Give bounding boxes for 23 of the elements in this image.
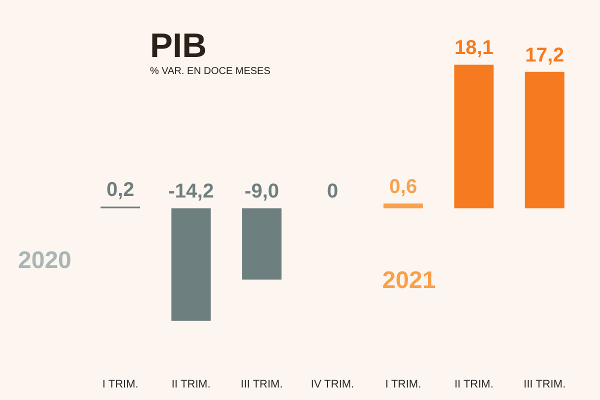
x-tick-label: III TRIM. — [240, 378, 283, 390]
data-label: -14,2 — [168, 180, 214, 203]
bar — [242, 208, 282, 280]
x-tick-label: II TRIM. — [454, 378, 494, 390]
data-label: 0,2 — [106, 179, 134, 202]
x-tick-label: IV TRIM. — [310, 378, 354, 390]
bar — [383, 203, 423, 208]
data-label: 17,2 — [525, 44, 564, 66]
chart-subtitle: % VAR. EN DOCE MESES — [150, 66, 270, 78]
bar — [524, 72, 564, 208]
data-label: -9,0 — [244, 180, 280, 203]
chart-title: PIB — [150, 27, 207, 65]
x-tick-label: III TRIM. — [524, 378, 566, 390]
data-label: 18,1 — [454, 37, 494, 60]
x-tick-label: I TRIM. — [102, 378, 138, 390]
annotation: 2021 — [382, 267, 436, 294]
data-label: 0 — [326, 180, 338, 203]
bar — [171, 208, 211, 321]
x-tick-label: II TRIM. — [172, 378, 211, 390]
data-label: 0,6 — [389, 176, 418, 198]
x-tick-label: I TRIM. — [385, 378, 422, 390]
bar — [454, 64, 494, 208]
text: 2020 — [18, 247, 72, 274]
